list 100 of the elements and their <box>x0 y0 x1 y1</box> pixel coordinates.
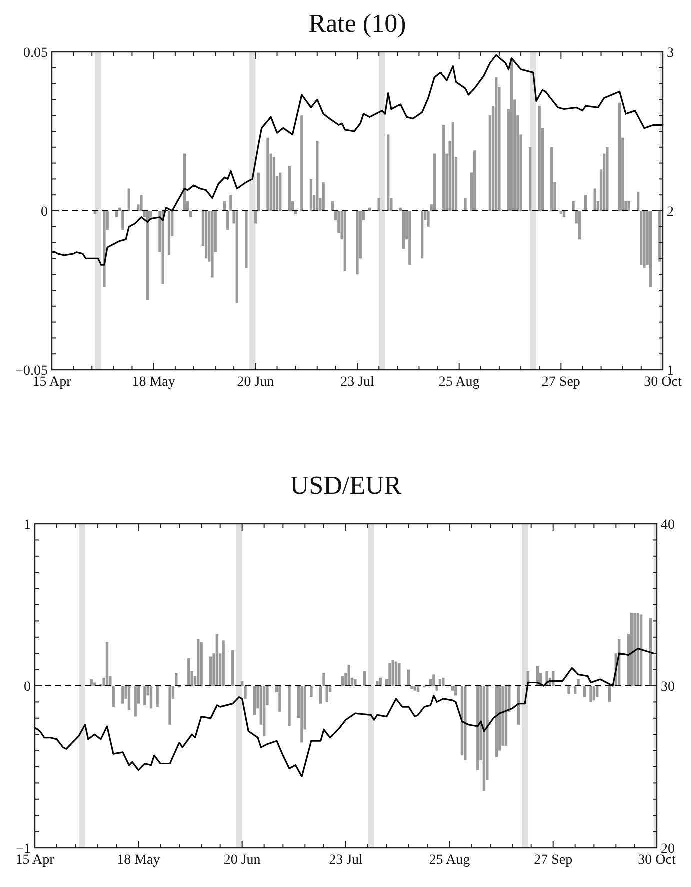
bar <box>128 188 130 211</box>
bar <box>134 686 137 717</box>
bar <box>606 147 609 211</box>
x-tick-label: 20 Jun <box>237 375 274 390</box>
bar <box>473 150 476 211</box>
bar <box>442 678 445 686</box>
bar <box>144 686 146 706</box>
y-tick-label: 0 <box>41 204 48 220</box>
bar <box>410 686 414 690</box>
bar <box>538 106 541 211</box>
bar <box>278 686 282 712</box>
bar <box>122 686 124 704</box>
bar <box>322 673 326 686</box>
bar <box>643 211 646 268</box>
bar <box>584 195 588 211</box>
x-tick-label: 18 May <box>117 853 160 868</box>
bar <box>402 211 406 250</box>
bar <box>288 166 291 211</box>
bar <box>257 172 260 211</box>
bar <box>550 147 554 211</box>
bar <box>310 686 313 698</box>
x-tick-label: 27 Sep <box>534 853 573 868</box>
bar <box>392 660 394 686</box>
bar <box>433 154 436 211</box>
bar <box>140 195 143 211</box>
bar <box>427 211 430 227</box>
bar <box>528 147 532 211</box>
bar <box>420 211 424 259</box>
bar <box>106 642 109 686</box>
bar <box>442 125 446 211</box>
x-tick-label: 30 Oct <box>638 853 676 868</box>
bar <box>300 116 304 211</box>
bar <box>464 198 467 211</box>
bar <box>510 58 514 211</box>
bar <box>394 662 398 686</box>
line-series <box>51 54 664 266</box>
y2-tick-label: 30 <box>661 680 675 695</box>
bar <box>634 613 636 686</box>
bar <box>316 141 319 211</box>
bar <box>230 195 232 211</box>
bar <box>628 201 630 211</box>
bar <box>272 156 276 211</box>
bar <box>168 211 171 256</box>
x-tick-label: 15 Apr <box>16 853 55 868</box>
x-tick-label: 27 Sep <box>542 375 580 390</box>
bar <box>190 211 192 218</box>
bar <box>288 686 291 726</box>
bar <box>578 211 582 240</box>
bar <box>196 639 200 686</box>
y-tick-label: 0.05 <box>24 46 48 61</box>
bar <box>640 211 643 266</box>
bar <box>310 179 313 211</box>
bar <box>90 680 93 686</box>
bar <box>649 211 652 288</box>
bar <box>356 211 359 275</box>
bar <box>200 642 203 686</box>
bar <box>577 680 580 686</box>
bar <box>222 640 225 686</box>
bar <box>590 686 592 702</box>
bar <box>254 686 256 716</box>
bar <box>156 686 159 708</box>
bar <box>266 138 270 211</box>
bar <box>162 211 164 284</box>
bar <box>103 211 106 288</box>
bar <box>210 656 212 686</box>
bar <box>495 77 498 211</box>
bar <box>414 686 416 691</box>
y-tick-label: 0 <box>24 680 31 695</box>
chart-title: Rate (10) <box>308 9 406 38</box>
x-tick-label: 20 Jun <box>224 853 261 868</box>
bar <box>452 122 455 211</box>
bar <box>583 686 586 698</box>
bar <box>204 211 208 259</box>
bar <box>236 211 238 304</box>
bar <box>432 674 436 686</box>
bar <box>262 686 266 736</box>
bar <box>572 201 575 211</box>
bar <box>168 686 172 725</box>
y2-tick-label: 40 <box>661 518 675 533</box>
x-tick-label: 30 Oct <box>644 375 682 390</box>
bar <box>354 680 357 686</box>
bar <box>636 192 640 211</box>
x-tick-label: 25 Aug <box>438 375 480 390</box>
bar <box>122 211 124 230</box>
x-tick-label: 15 Apr <box>32 375 72 390</box>
bar <box>454 686 458 696</box>
bar <box>322 182 325 211</box>
bar <box>320 686 322 704</box>
bar <box>398 663 401 686</box>
bar <box>658 211 662 262</box>
x-tick-label: 18 May <box>132 375 176 390</box>
y-tick-label: 1 <box>24 518 31 533</box>
bar <box>387 134 390 211</box>
bar <box>244 686 247 699</box>
bar <box>344 211 346 272</box>
bar <box>379 678 382 686</box>
y2-tick-label: 3 <box>667 46 674 61</box>
bar <box>388 663 392 686</box>
bar <box>408 211 412 266</box>
chart-title: USD/EUR <box>290 471 402 500</box>
